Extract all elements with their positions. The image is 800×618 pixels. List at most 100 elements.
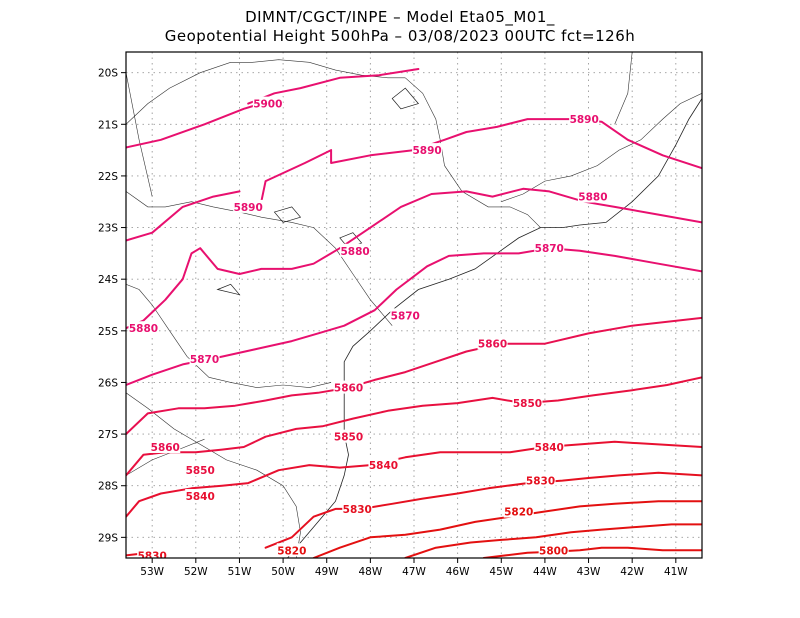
contour-label: 5870 [190,354,219,366]
state-border [126,72,153,197]
contour-line-5810 [404,523,702,558]
coastline [287,98,702,558]
contour-label: 5850 [334,432,363,444]
lat-tick-label: 26S [98,377,118,389]
contour-label: 5830 [138,550,167,562]
contour-label: 5890 [570,114,599,126]
contour-label-mask [150,439,181,453]
lon-tick-label: 53W [140,566,164,578]
state-border [126,191,393,326]
lat-tick-label: 28S [98,481,118,493]
lat-tick-label: 27S [98,429,118,441]
lon-tick-label: 42W [620,566,644,578]
lon-tick-label: 43W [577,566,601,578]
contour-label-mask [577,189,608,203]
contour-label: 5860 [478,339,507,351]
lon-tick-label: 46W [446,566,470,578]
contour-label-mask [503,504,534,518]
reservoir-outline [216,283,241,296]
lon-tick-label: 45W [489,566,513,578]
state-border [501,93,702,202]
contour-label-mask [137,548,168,558]
contour-label-mask [128,321,159,335]
reservoir-outline [273,206,302,223]
lon-tick-label: 47W [402,566,426,578]
contour-line-5830 [264,471,702,549]
contour-label-mask [189,352,220,366]
contour-label-mask [390,308,421,322]
lat-tick-label: 22S [98,171,118,183]
lat-tick-label: 29S [98,532,118,544]
contour-label-mask [534,439,565,453]
contour-label-layer: 5900 5890 5890 5890 5880 5880 5880 5870 5870 5870… [128,96,608,562]
contour-label: 5870 [535,243,564,255]
contour-label-mask [368,458,399,472]
contour-label-mask [569,112,600,126]
contour-label-mask [185,489,216,503]
contour-label-mask [185,463,216,477]
state-border [405,77,541,228]
contour-label-mask [412,143,443,157]
lon-tick-label: 50W [271,566,295,578]
contour-line-5890 [126,190,241,242]
contour-line-5840 [126,440,702,518]
contour-label-mask [276,543,307,557]
contour-line-5890 [260,118,702,203]
contour-label: 5890 [234,202,263,214]
state-border [126,438,205,476]
map-title-line-1: DIMNT/CGCT/INPE – Model Eta05_M01_ [245,8,555,26]
graticule [126,52,702,558]
contour-label: 5830 [343,504,372,516]
contour-label-mask [252,96,283,110]
contour-label-mask [525,473,556,487]
contour-label-mask [534,241,565,255]
map-title-line-2: Geopotential Height 500hPa – 03/08/2023 … [164,27,636,45]
contour-line-5870 [126,247,702,386]
contour-label-mask [538,543,569,557]
state-border [126,284,332,388]
lat-tick-label: 23S [98,223,118,235]
contour-label-mask [233,199,264,213]
contour-label: 5900 [253,99,282,111]
contour-label-mask [477,336,508,350]
state-border [614,52,633,125]
axis-ticks: 53W 52W 51W 50W 49W 48W 47W 46W 45W 44W 43W 42W 41W 2… [98,68,688,578]
contour-label: 5880 [340,246,369,258]
contour-label-mask [340,243,371,257]
contour-line-5900 [247,68,420,105]
lat-tick-label: 20S [98,68,118,80]
lon-tick-label: 51W [228,566,252,578]
contour-label: 5860 [151,442,180,454]
lat-tick-label: 21S [98,119,118,131]
contour-label: 5820 [277,545,306,557]
reservoir-outline [391,87,420,110]
contour-label-mask [333,429,364,443]
state-border [126,59,406,125]
contour-line-5820 [312,500,702,558]
contour-label: 5880 [578,192,607,204]
contour-line-5890 [126,102,263,149]
contour-label: 5890 [412,145,441,157]
lon-tick-label: 44W [533,566,557,578]
contour-label-mask [333,380,364,394]
contour-line-5850 [126,376,702,477]
contour-label: 5880 [129,323,158,335]
lon-tick-label: 52W [184,566,208,578]
lat-tick-label: 24S [98,274,118,286]
contour-line-5860 [126,316,702,436]
contour-line-5800 [482,546,702,558]
contour-label-mask [512,396,543,410]
contour-label: 5870 [391,310,420,322]
contour-label-mask [342,501,373,515]
contour-label: 5830 [526,476,555,488]
contour-line-5880 [126,187,702,330]
state-border [126,392,301,558]
contour-label: 5800 [539,545,568,557]
contour-label: 5840 [186,491,215,503]
contour-label: 5850 [513,398,542,410]
contour-label: 5820 [504,507,533,519]
lon-tick-label: 41W [664,566,688,578]
lon-tick-label: 48W [358,566,382,578]
contour-label: 5840 [369,460,398,472]
